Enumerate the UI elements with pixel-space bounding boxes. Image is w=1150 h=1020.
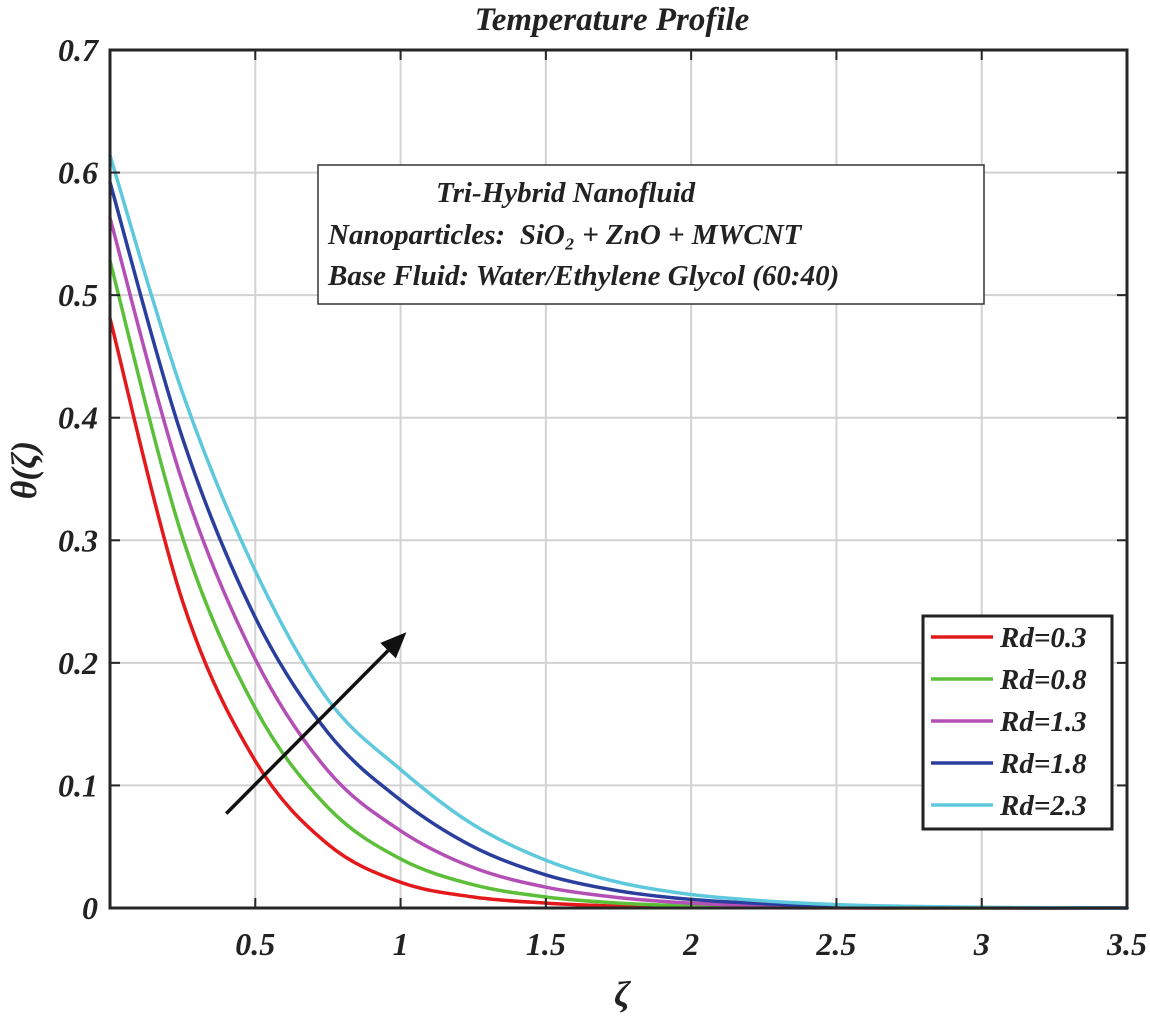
x-tick-label-2: 1.5 [526, 926, 566, 962]
y-tick-label-0: 0 [82, 890, 98, 926]
arrow-shaft [224, 649, 390, 815]
y-tick-label-7: 0.7 [58, 32, 100, 68]
annotation-line-2: Nanoparticles: SiO₂ + ZnO + MWCNT [327, 219, 803, 251]
legend-label-1: Rd=0.8 [999, 664, 1087, 696]
legend: Rd=0.3 Rd=0.8 Rd=1.3 Rd=1.8 Rd=2.3 [921, 614, 1114, 831]
x-tick-label-0: 0.5 [235, 926, 275, 962]
annotation-frame [317, 164, 985, 305]
x-tick-label-1: 1 [393, 926, 409, 962]
y-tick-label-6: 0.6 [58, 155, 98, 191]
x-tick-label-4: 2.5 [815, 926, 856, 962]
annotation-line-1: Tri-Hybrid Nanofluid [436, 177, 696, 209]
annotation-box: Tri-Hybrid Nanofluid Nanoparticles: SiO₂… [317, 164, 985, 305]
plot-frame [108, 48, 1129, 910]
y-tick-label-5: 0.5 [58, 277, 98, 313]
legend-label-2: Rd=1.3 [999, 706, 1087, 738]
y-tick-label-4: 0.4 [58, 400, 98, 436]
y-tick-label-2: 0.2 [58, 645, 98, 681]
legend-label-0: Rd=0.3 [999, 622, 1087, 654]
x-tick-label-5: 3 [973, 926, 990, 962]
x-tick-label-6: 3.5 [1106, 926, 1147, 962]
y-tick-label-1: 0.1 [58, 767, 98, 803]
chart-title: Temperature Profile [475, 2, 750, 38]
legend-label-4: Rd=2.3 [999, 790, 1087, 822]
y-axis-label: θ(ζ) [4, 441, 44, 500]
legend-label-3: Rd=1.8 [999, 748, 1087, 780]
x-axis-label: ζ [614, 974, 631, 1014]
y-tick-label-3: 0.3 [58, 522, 98, 558]
annotation-line-3: Base Fluid: Water/Ethylene Glycol (60:40… [327, 260, 839, 292]
axis-ticks: 0.5 1 1.5 2 2.5 3 3.5 0 0.1 0.2 0.3 0.4 0.5 0.6 0.7 [58, 32, 1147, 962]
x-tick-label-3: 2 [682, 926, 699, 962]
arrow-head [380, 632, 407, 659]
trend-arrow [224, 632, 407, 815]
